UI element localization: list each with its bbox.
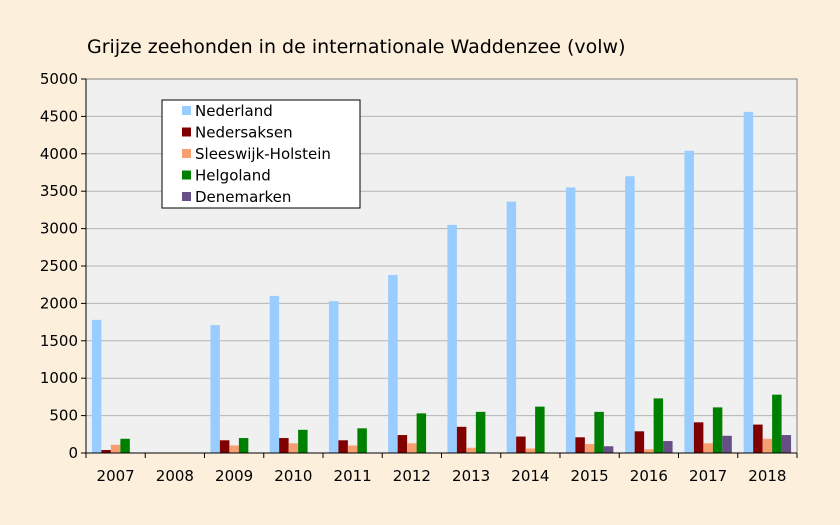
y-tick-label: 0 — [68, 444, 78, 462]
y-tick-label: 4500 — [40, 107, 78, 125]
y-tick-label: 3500 — [40, 182, 78, 200]
bar-sleeswijk-holstein-2015 — [584, 444, 595, 453]
bar-helgoland-2018 — [772, 394, 782, 453]
x-tick-label: 2012 — [393, 467, 431, 485]
legend-label-helgoland: Helgoland — [195, 167, 271, 185]
bar-nederland-2014 — [506, 201, 517, 453]
legend: Nederland Nedersaksen Sleeswijk-Holstein He… — [161, 99, 361, 209]
x-tick-label: 2011 — [334, 467, 372, 485]
bar-sleeswijk-holstein-2012 — [407, 443, 417, 453]
bar-nedersaksen-2013 — [456, 426, 467, 453]
bar-helgoland-2007 — [120, 438, 130, 453]
bar-nedersaksen-2010 — [279, 438, 289, 453]
x-tick-label: 2015 — [571, 467, 609, 485]
bar-helgoland-2009 — [238, 438, 249, 453]
x-tick-label: 2008 — [156, 467, 194, 485]
bar-nederland-2010 — [269, 295, 280, 453]
bar-nedersaksen-2014 — [516, 436, 526, 453]
y-axis-ticks: 0 500 1000 1500 2000 2500 3000 3500 4000 4500 5000 — [40, 70, 86, 462]
bar-nederland-2015 — [565, 187, 576, 453]
legend-swatch-denemarken — [182, 192, 191, 201]
bar-sleeswijk-holstein-2018 — [762, 438, 773, 453]
y-tick-label: 1000 — [40, 369, 78, 387]
legend-label-denemarken: Denemarken — [195, 188, 291, 206]
bar-sleeswijk-holstein-2007 — [110, 444, 121, 453]
chart-title: Grijze zeehonden in de internationale Wa… — [87, 36, 625, 58]
bar-denemarken-2015 — [603, 446, 614, 453]
legend-swatch-nedersaksen — [182, 127, 191, 137]
y-tick-label: 2500 — [40, 257, 78, 275]
y-tick-label: 5000 — [40, 70, 78, 88]
x-tick-label: 2014 — [511, 467, 549, 485]
bar-nederland-2018 — [743, 111, 754, 454]
bar-nedersaksen-2018 — [753, 424, 763, 453]
bar-nederland-2011 — [328, 301, 339, 453]
bar-helgoland-2013 — [475, 411, 486, 453]
bar-sleeswijk-holstein-2014 — [525, 448, 536, 453]
legend-label-sleeswijk-holstein: Sleeswijk-Holstein — [195, 145, 331, 163]
bar-helgoland-2016 — [653, 398, 664, 453]
bar-nederland-2013 — [447, 224, 457, 453]
x-tick-label: 2009 — [215, 467, 253, 485]
bar-denemarken-2017 — [722, 435, 732, 453]
legend-label-nederland: Nederland — [195, 102, 273, 120]
y-tick-label: 4000 — [40, 145, 78, 163]
legend-swatch-sleeswijk-holstein — [182, 149, 191, 158]
bar-nederland-2009 — [210, 325, 220, 453]
legend-box — [161, 99, 361, 209]
bar-sleeswijk-holstein-2011 — [347, 445, 358, 453]
bar-helgoland-2014 — [535, 406, 545, 453]
bar-nederland-2017 — [684, 150, 694, 454]
x-tick-label: 2007 — [97, 467, 135, 485]
bar-helgoland-2017 — [712, 407, 723, 453]
bar-nedersaksen-2015 — [575, 437, 585, 453]
x-tick-label: 2016 — [630, 467, 668, 485]
bar-sleeswijk-holstein-2013 — [466, 447, 476, 453]
bar-helgoland-2012 — [416, 413, 427, 453]
bar-helgoland-2010 — [298, 429, 308, 453]
bar-denemarken-2016 — [663, 441, 673, 453]
y-tick-label: 500 — [49, 407, 78, 425]
bar-nedersaksen-2009 — [219, 440, 230, 453]
bar-nedersaksen-2016 — [634, 431, 645, 453]
x-tick-label: 2010 — [274, 467, 312, 485]
bar-nederland-2016 — [625, 176, 635, 454]
bar-helgoland-2011 — [357, 428, 367, 453]
bar-sleeswijk-holstein-2010 — [288, 443, 299, 453]
bar-sleeswijk-holstein-2009 — [229, 445, 239, 453]
x-tick-label: 2013 — [452, 467, 490, 485]
legend-swatch-nederland — [182, 106, 191, 115]
legend-label-nedersaksen: Nedersaksen — [195, 124, 293, 142]
y-tick-label: 3000 — [40, 220, 78, 238]
bar-helgoland-2015 — [594, 411, 604, 453]
bar-nederland-2007 — [91, 319, 102, 453]
y-tick-label: 1500 — [40, 332, 78, 350]
bar-sleeswijk-holstein-2017 — [703, 443, 713, 453]
legend-swatch-helgoland — [182, 170, 191, 180]
bar-denemarken-2018 — [781, 435, 792, 453]
bar-nedersaksen-2012 — [397, 435, 408, 453]
bar-nedersaksen-2011 — [338, 440, 348, 453]
bar-nedersaksen-2017 — [693, 422, 704, 453]
bar-sleeswijk-holstein-2016 — [644, 449, 654, 453]
y-tick-label: 2000 — [40, 294, 78, 312]
x-tick-label: 2018 — [748, 467, 786, 485]
bars — [91, 111, 792, 454]
bar-nederland-2012 — [388, 274, 398, 453]
bar-nedersaksen-2007 — [101, 450, 111, 453]
x-axis-ticks: 2007 2008 2009 2010 2011 2012 2013 2014 2015 2016… — [85, 453, 798, 485]
x-tick-label: 2017 — [689, 467, 727, 485]
